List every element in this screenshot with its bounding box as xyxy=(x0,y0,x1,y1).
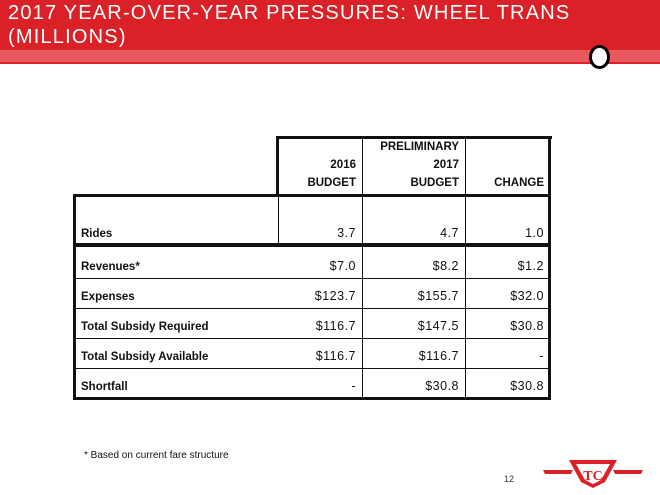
table-cell: 4.7 xyxy=(440,226,459,240)
row-label: Revenues* xyxy=(81,261,140,273)
column-header: 2016 BUDGET xyxy=(307,159,356,189)
table-cell: $30.8 xyxy=(510,319,544,333)
row-label: Expenses xyxy=(81,291,135,303)
footnote: * Based on current fare structure xyxy=(84,450,229,461)
svg-text:TC: TC xyxy=(583,469,602,484)
column-header: CHANGE xyxy=(494,177,544,189)
table-cell: 1.0 xyxy=(525,226,544,240)
table-cell: $116.7 xyxy=(315,319,356,333)
row-label: Total Subsidy Required xyxy=(81,321,209,333)
table-border xyxy=(548,136,551,400)
table-border xyxy=(73,397,551,400)
table-cell: $123.7 xyxy=(314,289,356,303)
row-divider xyxy=(75,368,550,369)
table-border xyxy=(73,194,76,400)
table-cell: $7.0 xyxy=(329,259,356,273)
table-cell: $30.8 xyxy=(425,379,459,393)
circle-marker-icon xyxy=(589,45,610,69)
page-number: 12 xyxy=(504,474,515,484)
table-cell: $32.0 xyxy=(510,289,544,303)
table-cell: $116.7 xyxy=(315,349,356,363)
table-cell: $116.7 xyxy=(418,349,459,363)
column-divider xyxy=(465,138,466,398)
column-header: PRELIMINARY 2017 BUDGET xyxy=(380,141,459,189)
table-border xyxy=(73,194,551,197)
table-border xyxy=(276,136,279,196)
row-divider xyxy=(75,338,550,339)
title-bar xyxy=(0,0,660,50)
table-border xyxy=(276,136,552,139)
column-divider xyxy=(278,195,279,245)
title-stripe xyxy=(0,50,660,64)
slide-title: 2017 YEAR-OVER-YEAR PRESSURES: WHEEL TRA… xyxy=(8,2,571,48)
ttc-logo-icon: TC xyxy=(543,460,643,488)
table-cell: $155.7 xyxy=(417,289,459,303)
table-border xyxy=(73,243,551,247)
table-cell: $30.8 xyxy=(510,379,544,393)
table-cell: - xyxy=(539,349,544,363)
column-divider xyxy=(362,138,363,398)
table-cell: - xyxy=(351,379,356,393)
row-label: Rides xyxy=(81,228,113,240)
table-cell: $147.5 xyxy=(417,319,459,333)
table-cell: $8.2 xyxy=(432,259,459,273)
row-label: Total Subsidy Available xyxy=(81,351,209,363)
table-cell: $1.2 xyxy=(517,259,544,273)
row-label: Shortfall xyxy=(81,381,128,393)
row-divider xyxy=(75,308,550,309)
table-cell: 3.7 xyxy=(337,226,356,240)
row-divider xyxy=(75,278,550,279)
